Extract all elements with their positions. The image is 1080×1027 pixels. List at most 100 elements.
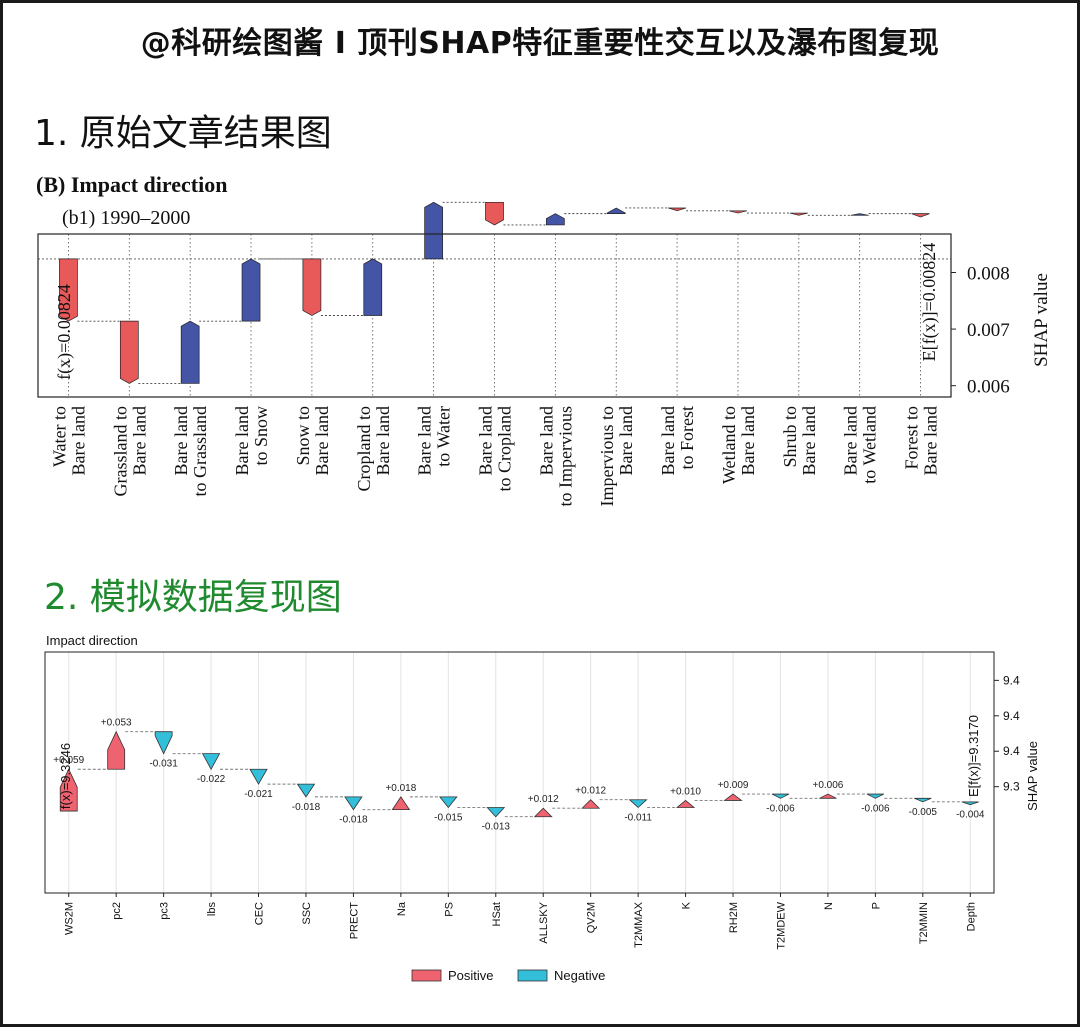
orig-bar-12 [728,210,748,214]
orig-xtick-label: Impervious toBare land [597,406,636,507]
orig-xtick-label: Bare landto Impervious [536,406,575,507]
sim-efx-label: E[f(x)]=9.3170 [966,715,981,797]
sim-xtick-label: QV2M [586,902,598,933]
sim-bar-cec [249,768,268,785]
orig-bar-14 [850,213,869,216]
orig-xtick-line: to Forest [677,406,697,470]
sim-ytick-label: 9.3 [1003,780,1020,794]
sim-bar-pc3 [154,731,173,755]
orig-xtick-line: Bare land [738,406,758,475]
sim-value-label: +0.012 [575,786,606,797]
sim-value-label: -0.004 [956,810,985,821]
orig-xtick-label: Wetland toBare land [719,406,758,484]
sim-bar-na [391,796,411,811]
sim-y-axis-label: SHAP value [1025,741,1040,811]
sim-bar-ps [438,796,458,809]
sim-xtick-label: K [681,901,693,909]
orig-plot-frame [37,233,952,398]
sim-value-label: +0.053 [101,718,132,729]
sim-bar-rh2m [723,793,743,801]
sim-ytick-label: 9.4 [1003,673,1020,687]
orig-xtick-label: Water toBare land [49,406,88,475]
orig-bar-10 [606,207,626,214]
orig-xtick-line: Grassland to [110,406,130,496]
sim-value-label: +0.006 [812,780,843,791]
sim-bar-t2mmax [628,799,648,809]
sim-xtick-label: P [870,902,882,909]
sim-value-label: +0.018 [385,783,416,794]
legend-label-negative: Negative [554,968,605,983]
orig-xtick-line: to Cropland [495,406,515,492]
sim-value-label: -0.022 [197,774,226,785]
orig-xtick-line: Bare land [536,406,556,475]
sim-value-label: -0.031 [149,759,178,770]
orig-xtick-line: Water to [49,406,69,467]
orig-xtick-line: Bare land [171,406,191,475]
sim-xtick-label: HSat [491,902,503,926]
orig-xtick-label: Cropland toBare land [354,406,393,492]
sim-bar-k [675,799,696,808]
orig-bar-5 [302,258,322,316]
sim-value-label: +0.012 [528,794,559,805]
orig-xtick-label: Bare landto Snow [232,406,271,475]
orig-xtick-line: Snow to [293,406,313,466]
sim-bar-t2mdew [771,793,790,799]
sim-bar-ssc [296,783,316,798]
orig-bar-2 [119,320,139,384]
sim-bar-p [866,793,885,799]
sim-xtick-label: T2MMAX [633,901,645,948]
orig-xtick-line: to Impervious [555,406,575,507]
sim-xtick-label: WS2M [64,902,76,935]
sim-bar-qv2m [581,799,601,809]
orig-xtick-line: Bare land [658,406,678,475]
orig-panel-subtitle: (b1) 1990–2000 [62,207,190,229]
sim-xtick-label: PRECT [348,902,360,940]
orig-ytick-label: 0.006 [967,377,1010,398]
orig-xtick-label: Bare landto Forest [658,406,697,475]
orig-panel-title: (B) Impact direction [36,172,227,197]
sim-xtick-label: T2MMIN [918,902,930,944]
orig-xtick-line: Bare land [921,406,941,475]
orig-xtick-line: Shrub to [780,406,800,468]
orig-bar-3 [180,320,200,384]
sim-xtick-label: Na [396,901,408,916]
legend-swatch-positive [411,969,442,982]
sim-panel-title: Impact direction [46,633,138,648]
sim-xtick-label: CEC [254,902,266,925]
orig-xtick-line: Bare land [232,406,252,475]
sim-value-label: +0.010 [670,786,701,797]
sim-xtick-label: Depth [965,902,977,931]
orig-xtick-label: Bare landto Cropland [476,406,515,492]
orig-xtick-line: Impervious to [597,406,617,507]
sim-xtick-label: pc3 [159,902,171,920]
section1-heading: 1. 原始文章结果图 [34,113,332,154]
sim-value-label: -0.005 [909,807,938,818]
orig-xtick-label: Grassland toBare land [110,406,149,496]
orig-bar-4 [241,258,261,322]
sim-value-label: -0.011 [624,813,652,824]
orig-xtick-label: Bare landto Water [415,406,454,475]
sim-bar-prect [344,796,363,811]
sim-xtick-label: SSC [301,902,313,925]
sim-xtick-label: RH2M [728,902,740,933]
sim-ytick-label: 9.4 [1003,744,1020,758]
section2-heading: 2. 模拟数据复现图 [44,577,342,618]
orig-xtick-line: Bare land [415,406,435,475]
orig-bar-11 [667,207,687,212]
orig-xtick-line: Bare land [841,406,861,475]
orig-xtick-line: Bare land [312,406,332,475]
orig-xtick-line: Bare land [68,406,88,475]
sim-fx-label: f(x)=9.3246 [58,743,73,809]
orig-xtick-line: Bare land [799,406,819,475]
orig-xtick-label: Forest toBare land [902,406,941,475]
orig-xtick-line: to Wetland [860,406,880,484]
orig-xtick-label: Snow toBare land [293,406,332,475]
sim-value-label: +0.059 [53,755,84,766]
orig-bar-15 [911,213,930,218]
legend-swatch-negative [517,969,548,982]
orig-xtick-line: Bare land [373,406,393,475]
sim-ytick-label: 9.4 [1003,709,1020,723]
sim-value-label: -0.006 [766,803,795,814]
sim-bar-ws2m [59,768,78,812]
